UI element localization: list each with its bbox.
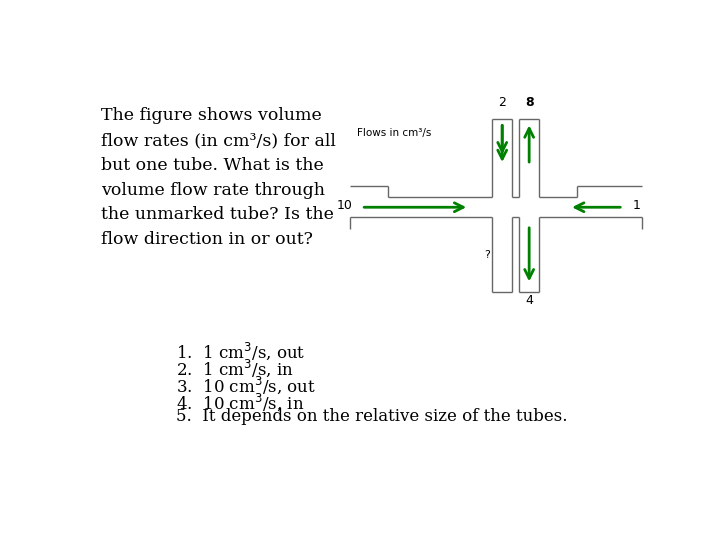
- Text: 4: 4: [525, 294, 533, 307]
- Text: 8: 8: [525, 97, 534, 110]
- Text: 1.  1 cm$^3$/s, out: 1. 1 cm$^3$/s, out: [176, 340, 306, 362]
- Text: 1: 1: [632, 199, 640, 212]
- Text: 2: 2: [498, 97, 506, 110]
- Text: ?: ?: [484, 249, 490, 260]
- Text: 10: 10: [336, 199, 352, 212]
- Text: 4.  10 cm$^3$/s, in: 4. 10 cm$^3$/s, in: [176, 392, 305, 413]
- Text: The figure shows volume
flow rates (in cm³/s) for all
but one tube. What is the
: The figure shows volume flow rates (in c…: [101, 107, 336, 248]
- Text: Flows in cm³/s: Flows in cm³/s: [357, 128, 432, 138]
- Text: 5.  It depends on the relative size of the tubes.: 5. It depends on the relative size of th…: [176, 408, 568, 425]
- Text: 2.  1 cm$^3$/s, in: 2. 1 cm$^3$/s, in: [176, 357, 294, 379]
- Text: 3.  10 cm$^3$/s, out: 3. 10 cm$^3$/s, out: [176, 374, 317, 396]
